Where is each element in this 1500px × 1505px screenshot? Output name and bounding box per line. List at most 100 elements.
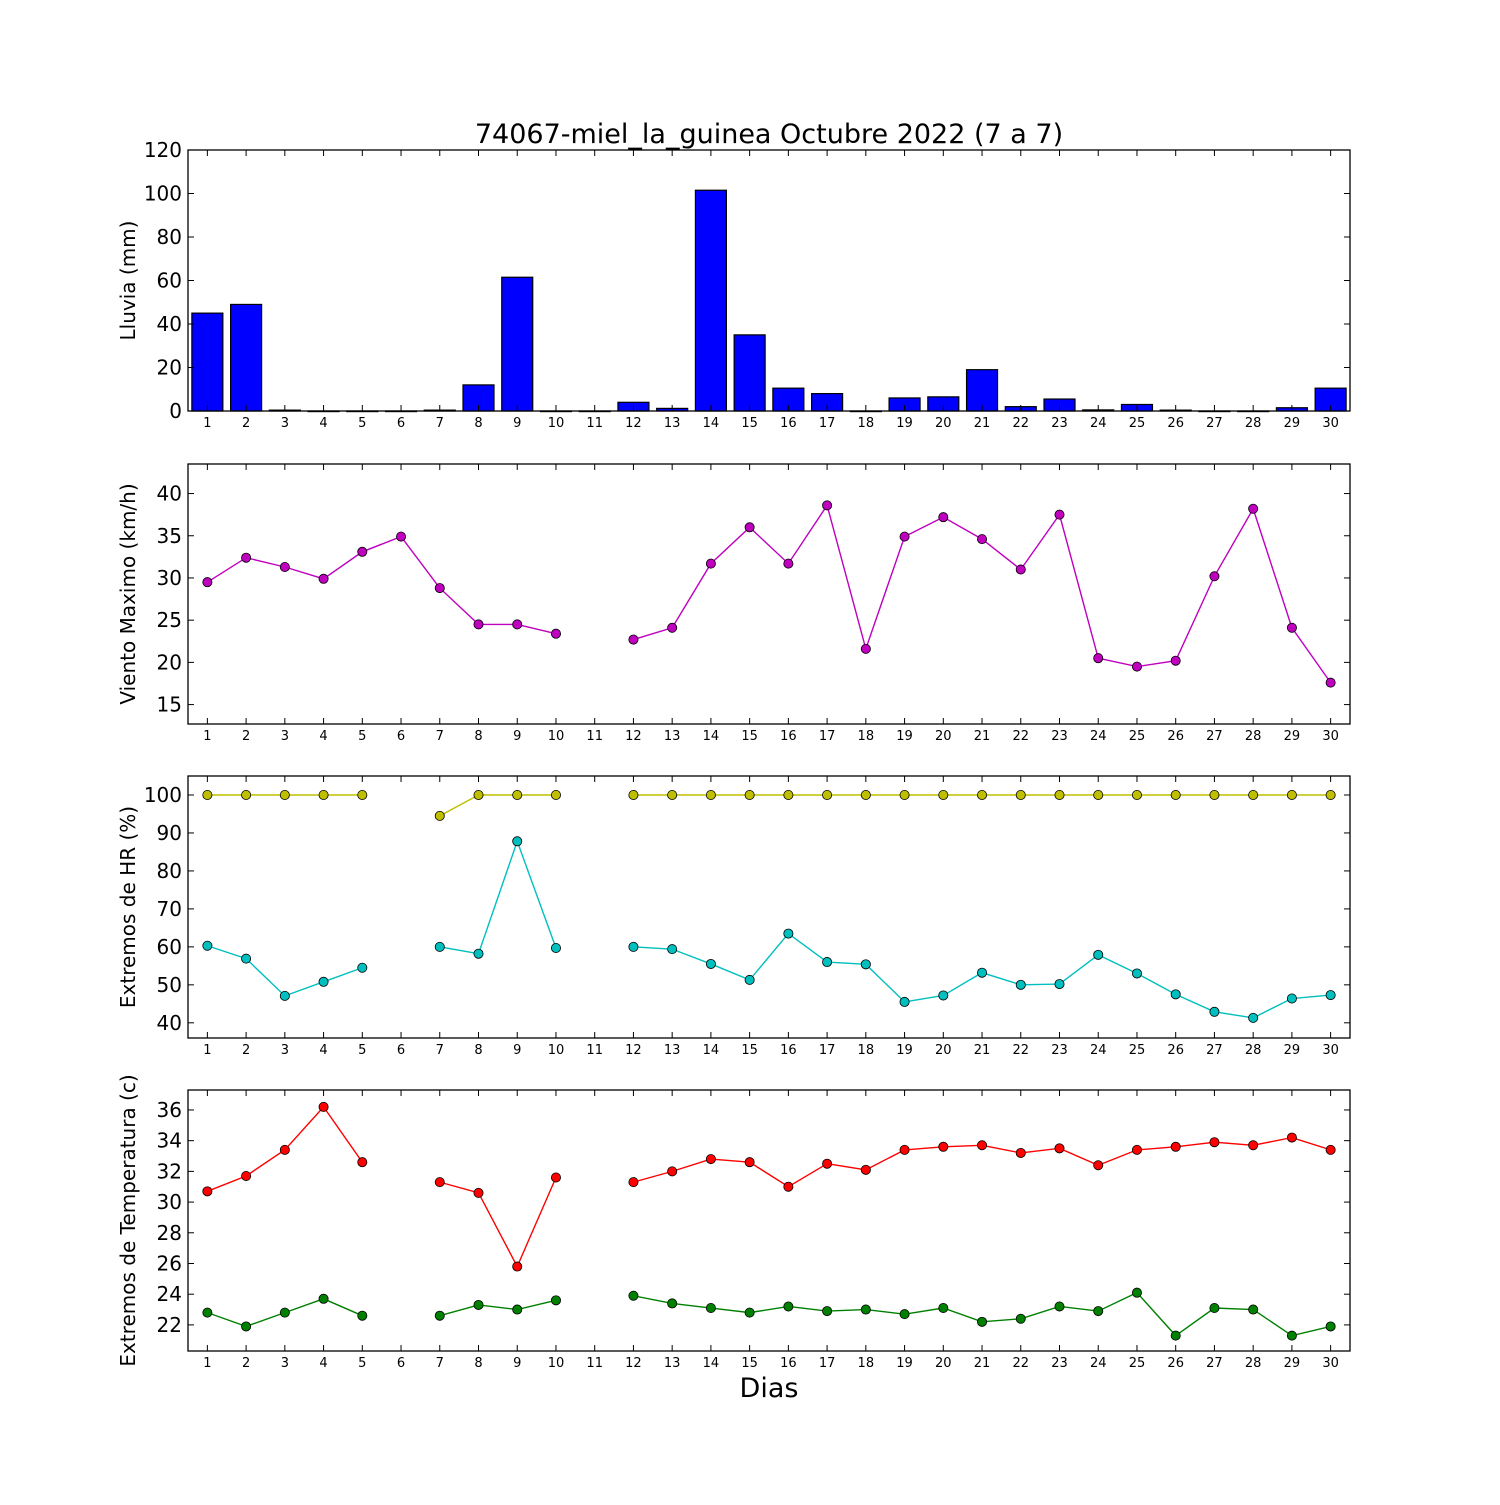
x-tick-label: 29 [1284, 1356, 1301, 1371]
series-2-point-day-13 [667, 944, 678, 955]
series-1-point-day-26 [1170, 789, 1181, 800]
y-tick-label: 60 [157, 269, 182, 293]
series-2-point-day-21 [977, 1316, 988, 1327]
series-2-point-day-26 [1170, 1330, 1181, 1341]
y-tick-label: 40 [157, 1011, 182, 1035]
x-tick-label: 16 [780, 729, 797, 744]
x-tick-label: 26 [1167, 1356, 1184, 1371]
series-2-point-day-16 [783, 928, 794, 939]
series-1-point-day-22 [1015, 564, 1026, 575]
x-tick-label: 5 [358, 1043, 366, 1058]
series-1-point-day-9 [512, 619, 523, 630]
x-tick-label: 19 [896, 1043, 913, 1058]
x-tick-label: 7 [436, 1356, 444, 1371]
series-2-point-day-28 [1248, 1304, 1259, 1315]
series-1-point-day-27 [1209, 789, 1220, 800]
series-1-point-day-16 [783, 789, 794, 800]
y-tick-label: 28 [157, 1221, 182, 1245]
series-2-point-day-27 [1209, 1303, 1220, 1314]
series-1-point-day-12 [628, 634, 639, 645]
series-2-point-day-5 [357, 1310, 368, 1321]
x-tick-label: 22 [1012, 416, 1029, 431]
series-2-point-day-7 [434, 1310, 445, 1321]
series-1-point-day-17 [822, 789, 833, 800]
series-1-point-day-1 [202, 789, 213, 800]
series-2-point-day-8 [473, 948, 484, 959]
series-1-point-day-4 [318, 789, 329, 800]
y-tick-label: 26 [157, 1251, 182, 1275]
series-1-point-day-9 [512, 1261, 523, 1272]
series-1-point-day-10 [550, 628, 561, 639]
series-2-point-day-15 [744, 1307, 755, 1318]
series-1-point-day-29 [1286, 1132, 1297, 1143]
series-2-point-day-25 [1131, 968, 1142, 979]
x-tick-label: 13 [664, 1356, 681, 1371]
y-tick-label: 70 [157, 897, 182, 921]
series-1-point-day-9 [512, 789, 523, 800]
x-tick-label: 22 [1012, 1356, 1029, 1371]
series-2-point-day-23 [1054, 1301, 1065, 1312]
series-1-point-day-19 [899, 789, 910, 800]
bar-day-21 [965, 369, 999, 412]
series-1-point-day-21 [977, 1140, 988, 1151]
series-1-point-day-2 [241, 552, 252, 563]
x-tick-label: 28 [1245, 416, 1262, 431]
x-tick-label: 1 [203, 1356, 211, 1371]
x-tick-label: 16 [780, 1043, 797, 1058]
series-1-point-day-3 [279, 1144, 290, 1155]
y-axis-label: Extremos de HR (%) [116, 806, 140, 1008]
x-tick-label: 27 [1206, 416, 1223, 431]
x-tick-label: 1 [203, 729, 211, 744]
series-1-point-day-7 [434, 583, 445, 594]
x-tick-label: 13 [664, 729, 681, 744]
x-tick-label: 7 [436, 416, 444, 431]
series-1-point-day-3 [279, 561, 290, 572]
bar-day-15 [733, 334, 766, 412]
x-tick-label: 4 [319, 416, 327, 431]
x-tick-label: 30 [1322, 729, 1339, 744]
series-2-point-day-25 [1131, 1287, 1142, 1298]
series-2-point-day-22 [1015, 979, 1026, 990]
series-2-point-day-28 [1248, 1012, 1259, 1023]
x-axis-label: Dias [740, 1373, 799, 1404]
y-tick-label: 20 [157, 650, 182, 674]
x-tick-label: 17 [819, 416, 836, 431]
x-tick-label: 12 [625, 416, 642, 431]
x-tick-label: 5 [358, 416, 366, 431]
x-tick-label: 13 [664, 1043, 681, 1058]
series-1-point-day-2 [241, 1170, 252, 1181]
x-tick-label: 17 [819, 729, 836, 744]
series-1-point-day-5 [357, 1157, 368, 1168]
x-tick-label: 21 [974, 416, 991, 431]
series-2-point-day-15 [744, 974, 755, 985]
series-2-point-day-12 [628, 941, 639, 952]
series-1-point-day-13 [667, 1166, 678, 1177]
series-1-point-day-14 [705, 1154, 716, 1165]
x-tick-label: 5 [358, 729, 366, 744]
series-2-point-day-23 [1054, 979, 1065, 990]
series-1-point-day-30 [1325, 789, 1336, 800]
x-tick-label: 26 [1167, 729, 1184, 744]
series-2-point-day-4 [318, 976, 329, 987]
bar-day-1 [191, 312, 224, 412]
y-tick-label: 100 [144, 182, 182, 206]
series-2-point-day-13 [667, 1298, 678, 1309]
series-2-point-day-30 [1325, 990, 1336, 1001]
series-1-point-day-28 [1248, 1140, 1259, 1151]
x-tick-label: 19 [896, 416, 913, 431]
x-tick-label: 8 [474, 1356, 482, 1371]
series-1-line-segment-2 [439, 1177, 557, 1269]
series-2-point-day-19 [899, 1309, 910, 1320]
series-1-point-day-15 [744, 1157, 755, 1168]
x-tick-label: 12 [625, 1356, 642, 1371]
panel-frame [187, 775, 1351, 1039]
x-tick-label: 14 [703, 1356, 720, 1371]
series-1-point-day-5 [357, 789, 368, 800]
series-2-point-day-16 [783, 1301, 794, 1312]
bar-day-2 [230, 303, 263, 412]
series-2-point-day-24 [1093, 949, 1104, 960]
y-tick-label: 90 [157, 821, 182, 845]
series-1-point-day-7 [434, 1177, 445, 1188]
series-2-point-day-3 [279, 1307, 290, 1318]
